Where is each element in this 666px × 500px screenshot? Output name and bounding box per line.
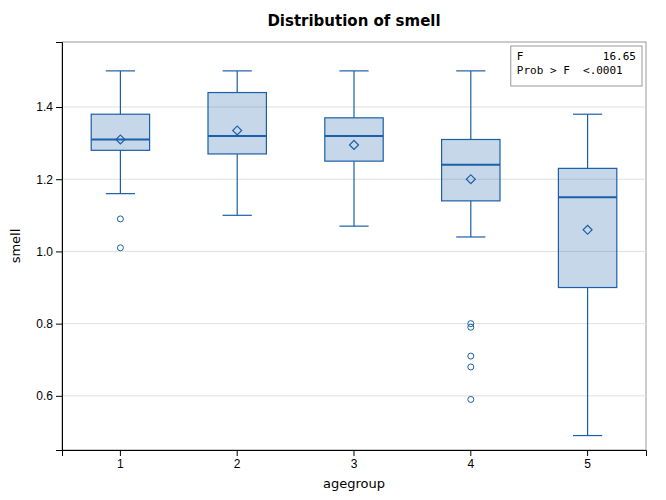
whisker-high <box>120 71 121 114</box>
plot-frame <box>62 42 646 450</box>
whisker-cap-low <box>106 193 135 194</box>
grid-line <box>62 323 646 324</box>
y-tick: 0.8 <box>36 317 62 331</box>
whisker-cap-high <box>339 70 368 71</box>
box <box>325 118 383 161</box>
x-tick-label: 4 <box>467 457 474 471</box>
y-tick-mark <box>56 179 62 180</box>
y-axis: 0.6 0.8 1.0 1.2 1.4 <box>36 43 62 451</box>
y-tick-label: 0.8 <box>36 317 53 331</box>
box-group <box>442 71 500 403</box>
y-axis-line <box>56 43 63 451</box>
whisker-low <box>353 161 354 226</box>
box-group <box>558 114 616 435</box>
whisker-high <box>470 71 471 140</box>
whisker-cap-low <box>223 215 252 216</box>
x-tick-label: 5 <box>584 457 591 471</box>
whisker-high <box>353 71 354 118</box>
mean-marker <box>466 175 475 184</box>
whisker-low <box>470 201 471 237</box>
whisker-cap-high <box>106 70 135 71</box>
x-axis: 1 2 3 4 5 <box>63 450 647 471</box>
outlier <box>468 396 474 402</box>
y-tick-label: 0.6 <box>36 389 53 403</box>
y-tick-label: 1.2 <box>36 173 53 187</box>
whisker-cap-low <box>456 236 485 237</box>
y-tick: 0.6 <box>36 389 62 403</box>
x-tick: 4 <box>467 450 474 471</box>
x-tick-mark <box>237 450 238 456</box>
median <box>442 164 500 166</box>
box-group <box>91 71 149 251</box>
y-tick-mark <box>56 251 62 252</box>
x-tick: 3 <box>351 450 358 471</box>
x-tick-mark <box>120 450 121 456</box>
x-tick: 2 <box>234 450 241 471</box>
x-tick-label: 1 <box>117 457 124 471</box>
mean-marker <box>116 135 125 144</box>
y-tick-mark <box>56 324 62 325</box>
box <box>208 93 266 154</box>
box-group <box>208 71 266 215</box>
whisker-low <box>237 154 238 215</box>
whisker-cap-low <box>573 435 602 436</box>
x-tick-mark <box>587 450 588 456</box>
x-tick-mark <box>354 450 355 456</box>
box <box>558 168 616 287</box>
plot: 1 2 3 4 5 0.6 0.8 1.0 1.2 1.4 F 16.65Prob > F <.00… <box>36 42 646 471</box>
median <box>325 135 383 137</box>
title: Distribution of smell <box>267 12 440 30</box>
outlier <box>117 216 123 222</box>
chart: 1 2 3 4 5 0.6 0.8 1.0 1.2 1.4 F 16.65Prob > F <.00… <box>0 0 666 500</box>
y-tick: 1.2 <box>36 173 62 187</box>
whisker-high <box>237 71 238 93</box>
y-tick-mark <box>56 107 62 108</box>
whisker-cap-high <box>223 70 252 71</box>
box-group <box>325 71 383 226</box>
box <box>91 114 149 150</box>
x-tick: 5 <box>584 450 591 471</box>
y-tick: 1.4 <box>36 100 62 114</box>
x-tick: 1 <box>117 450 124 471</box>
whisker-cap-high <box>573 114 602 115</box>
y-tick-label: 1.0 <box>36 245 53 259</box>
mean-marker <box>583 225 592 234</box>
outlier <box>468 364 474 370</box>
x-axis-title: agegroup <box>323 476 385 491</box>
y-tick-mark <box>56 396 62 397</box>
annotation-box <box>511 46 642 86</box>
grid <box>62 107 646 396</box>
whisker-cap-high <box>456 70 485 71</box>
whisker-low <box>120 150 121 193</box>
annotation: F 16.65Prob > F <.0001 <box>511 46 642 86</box>
outlier <box>468 353 474 359</box>
whisker-high <box>587 114 588 168</box>
median <box>91 138 149 140</box>
annotation-text: Prob > F <.0001 <box>517 64 623 77</box>
marks <box>91 71 617 436</box>
median <box>558 196 616 198</box>
mean-marker <box>233 126 242 135</box>
x-tick-mark <box>470 450 471 456</box>
annotation-text: F 16.65 <box>517 50 636 63</box>
x-axis-line <box>63 451 647 457</box>
outlier <box>468 324 474 330</box>
y-axis-title: smell <box>8 229 23 264</box>
outlier <box>117 245 123 251</box>
y-tick-label: 1.4 <box>36 100 53 114</box>
grid-line <box>62 395 646 396</box>
y-tick: 1.0 <box>36 245 62 259</box>
x-tick-label: 3 <box>351 457 358 471</box>
whisker-cap-low <box>339 226 368 227</box>
box <box>442 139 500 200</box>
whisker-low <box>587 288 588 436</box>
mean-marker <box>350 140 359 149</box>
x-tick-label: 2 <box>234 457 241 471</box>
